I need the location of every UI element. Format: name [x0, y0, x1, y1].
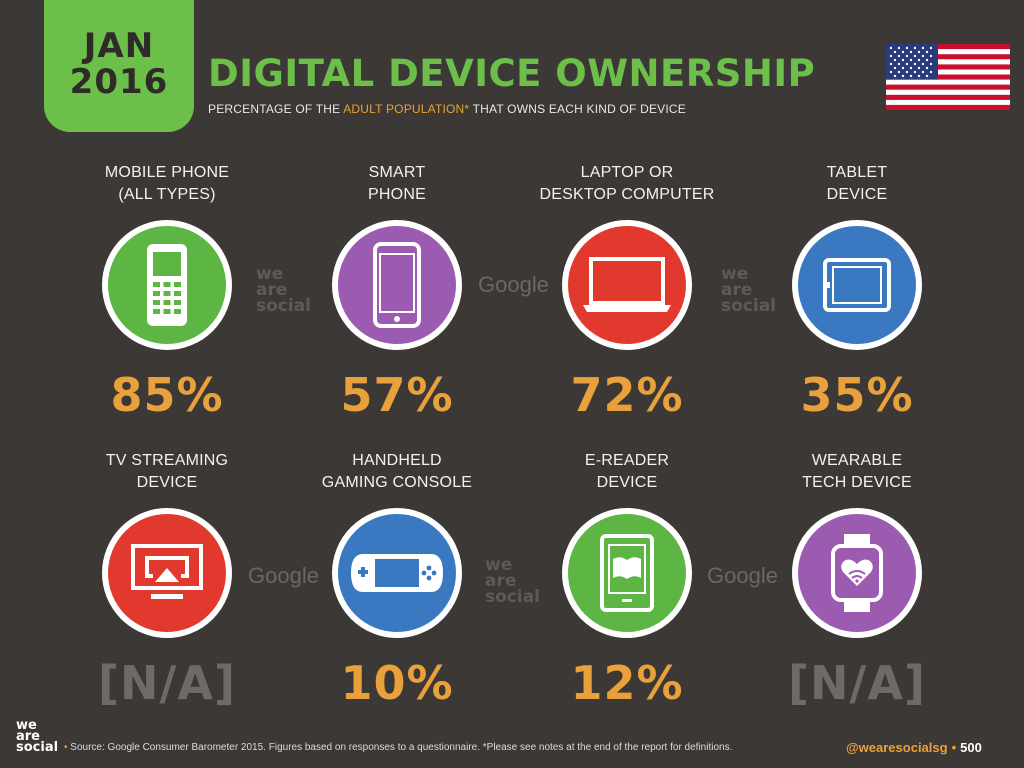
device-tablet: TABLET DEVICE 35%	[747, 162, 967, 422]
device-label: HANDHELD GAMING CONSOLE	[321, 452, 473, 491]
wearesocial-watermark: we are social	[485, 555, 541, 607]
wearesocial-logo: we are social	[16, 718, 59, 755]
source-note: • Source: Google Consumer Barometer 2015…	[64, 742, 733, 753]
device-circle	[792, 220, 922, 350]
united-states-flag-icon	[886, 44, 1010, 110]
footer: we are social • Source: Google Consumer Ba…	[0, 710, 1024, 768]
device-circle	[792, 508, 922, 638]
page-title: DIGITAL DEVICE OWNERSHIP	[208, 52, 816, 95]
device-label: E-READER DEVICE	[584, 452, 670, 491]
smartphone-icon	[373, 242, 421, 328]
mobile-phone-icon	[147, 244, 187, 326]
device-mobile-phone: MOBILE PHONE (ALL TYPES) 85%	[57, 162, 277, 422]
google-watermark: Google	[707, 563, 778, 588]
device-value: 57%	[340, 368, 454, 422]
device-label: LAPTOP OR DESKTOP COMPUTER	[539, 164, 715, 203]
social-handle: @wearesocialsg • 500	[846, 740, 982, 755]
device-label: TABLET DEVICE	[826, 164, 888, 203]
device-label: MOBILE PHONE (ALL TYPES)	[104, 164, 230, 203]
ereader-icon	[600, 534, 654, 612]
device-circle	[102, 220, 232, 350]
page-number: 500	[960, 740, 982, 755]
device-circle	[562, 220, 692, 350]
device-laptop: LAPTOP OR DESKTOP COMPUTER 72%	[517, 162, 737, 422]
wearesocial-watermark: we are social	[256, 264, 312, 316]
device-wearable: WEARABLE TECH DEVICE [N/A]	[747, 450, 967, 710]
date-badge: JAN 2016	[44, 0, 194, 132]
gaming-console-icon	[351, 554, 443, 592]
device-value: 12%	[570, 656, 684, 710]
device-circle	[332, 220, 462, 350]
device-circle	[332, 508, 462, 638]
device-label: SMART PHONE	[368, 164, 426, 203]
page-subtitle: PERCENTAGE OF THE ADULT POPULATION* THAT…	[208, 102, 686, 116]
date-month: JAN	[83, 26, 155, 66]
device-gaming-console: HANDHELD GAMING CONSOLE 10%	[287, 450, 507, 710]
device-ereader: E-READER DEVICE 12%	[517, 450, 737, 710]
wearesocial-watermark: we are social	[721, 264, 777, 316]
device-tv-streaming: TV STREAMING DEVICE [N/A]	[57, 450, 277, 710]
device-value: 72%	[570, 368, 684, 422]
tv-streaming-icon	[131, 544, 203, 599]
device-circle	[102, 508, 232, 638]
google-watermark: Google	[248, 563, 319, 588]
device-smartphone: SMART PHONE 57%	[287, 162, 507, 422]
wearable-icon	[831, 534, 883, 612]
laptop-icon	[583, 257, 671, 312]
device-value: [N/A]	[98, 656, 236, 710]
device-value: 85%	[110, 368, 224, 422]
device-value: [N/A]	[788, 656, 926, 710]
google-watermark: Google	[478, 272, 549, 297]
device-circle	[562, 508, 692, 638]
device-value: 10%	[340, 656, 454, 710]
device-label: WEARABLE TECH DEVICE	[802, 452, 912, 491]
date-year: 2016	[69, 62, 169, 102]
device-label: TV STREAMING DEVICE	[105, 452, 229, 491]
tablet-icon	[823, 258, 891, 312]
device-value: 35%	[800, 368, 914, 422]
